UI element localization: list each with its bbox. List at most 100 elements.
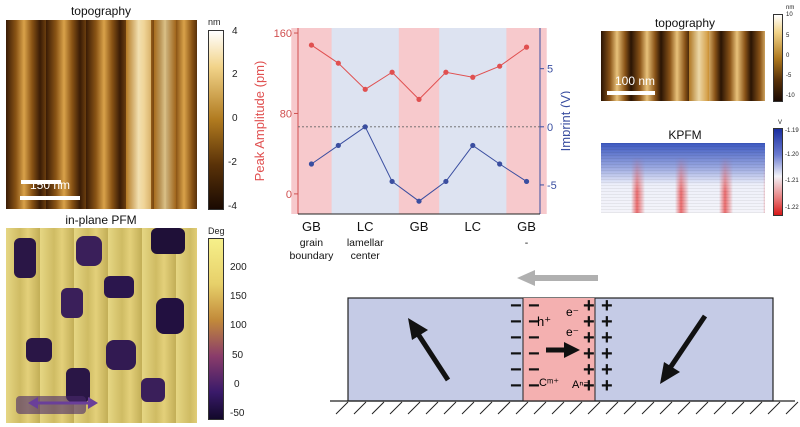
negative-charge: − <box>528 359 540 381</box>
data-point-imprint <box>308 161 315 167</box>
topo-small-tick: -10 <box>786 93 795 99</box>
x-tick-sublabel: center <box>351 250 381 262</box>
topography-large-image: 150 nm <box>6 20 197 209</box>
negative-charge: − <box>528 295 540 317</box>
pfm-tick: 150 <box>230 291 247 302</box>
positive-charge: + <box>601 375 613 397</box>
left-axis-label: Peak Amplitude (pm) <box>252 61 267 182</box>
positive-charge: + <box>583 343 595 365</box>
data-point-imprint <box>335 142 341 149</box>
data-point-imprint <box>389 178 395 185</box>
data-point-imprint <box>523 178 530 185</box>
kpfm-tick: -1.19 <box>785 128 799 134</box>
pfm-colorbar <box>208 238 224 420</box>
left-tick-label: 160 <box>274 28 292 40</box>
topo-small-tick: 5 <box>786 33 790 39</box>
data-point-imprint <box>497 161 503 167</box>
pfm-double-arrow <box>28 397 98 409</box>
kpfm-tick: -1.22 <box>785 205 799 211</box>
topo-small-tick: 10 <box>786 12 793 18</box>
topo-small-title: topography <box>654 16 716 30</box>
topo-small-colorbar <box>773 14 783 102</box>
topo-small-tick: 0 <box>786 53 790 59</box>
topography-small-image: 100 nm <box>601 31 765 101</box>
x-tick-label: GB <box>302 219 321 234</box>
x-tick-label: LC <box>357 219 374 234</box>
positive-charge: + <box>601 327 613 349</box>
data-point-imprint <box>362 124 368 130</box>
topo-small-scalebar <box>607 91 655 95</box>
data-point-amplitude <box>389 69 395 75</box>
pfm-tick: 0 <box>234 379 240 390</box>
negative-charge: − <box>528 327 540 349</box>
left-tick-label: 0 <box>286 189 292 201</box>
data-point-amplitude <box>362 86 368 92</box>
topo-large-tick: 2 <box>232 69 238 80</box>
right-tick-label: 5 <box>547 64 553 76</box>
topo-large-tick: -4 <box>228 201 237 212</box>
positive-charge: + <box>583 327 595 349</box>
data-point-imprint <box>443 178 449 185</box>
data-point-amplitude <box>335 60 341 66</box>
electron-label-2: e⁻ <box>566 325 579 339</box>
x-tick-sublabel: - <box>525 237 529 249</box>
x-tick-sublabel: lamellar <box>347 237 384 249</box>
positive-charge: + <box>601 295 613 317</box>
hole-label: h⁺ <box>537 314 551 329</box>
left-tick-label: 80 <box>280 108 292 120</box>
data-point-amplitude <box>523 44 530 50</box>
topo-large-tick: -2 <box>228 157 237 168</box>
data-point-amplitude <box>497 63 503 69</box>
gb-band <box>398 28 440 214</box>
positive-charge: + <box>583 295 595 317</box>
positive-charge: + <box>583 311 595 333</box>
pfm-title: in-plane PFM <box>65 213 137 227</box>
kpfm-image <box>601 143 765 213</box>
pfm-tick: 50 <box>232 350 244 361</box>
topo-small-cbar-unit: nm <box>786 5 795 11</box>
negative-charge: − <box>510 375 522 397</box>
kpfm-cbar-unit: V <box>778 120 783 126</box>
right-axis-label: Imprint (V) <box>558 91 570 152</box>
topo-large-scalebar <box>20 196 80 200</box>
data-point-amplitude <box>416 96 422 102</box>
topo-large-tick: 0 <box>232 113 238 124</box>
negative-charge: − <box>510 343 522 365</box>
pfm-tick: -50 <box>230 408 245 419</box>
negative-charge: − <box>510 311 522 333</box>
negative-charge: − <box>528 375 540 397</box>
polarization-arrow-right <box>660 314 708 384</box>
data-point-imprint <box>470 142 476 149</box>
data-point-amplitude <box>443 69 449 75</box>
substrate-hatching <box>335 401 799 415</box>
kpfm-tick: -1.21 <box>785 178 799 184</box>
topo-small-scalebar-label: 100 nm <box>614 74 656 88</box>
topo-small-tick: -5 <box>786 73 792 79</box>
electron-label-1: e⁻ <box>566 305 579 319</box>
pfm-tick: 100 <box>230 320 247 331</box>
domain-wall-schematic: − −− −− −− −− −− − + ++ ++ ++ ++ ++ + h⁺ e⁻ e⁻ Cᵐ⁺ A… <box>330 270 799 415</box>
amplitude-imprint-chart: 160 80 0 5 0 -5 Peak Amplitude (pm) Imprint (V)… <box>240 18 573 266</box>
pfm-tick: 200 <box>230 262 247 273</box>
migration-arrow <box>517 270 598 286</box>
topo-large-scalebar-label: 150 nm <box>29 178 71 192</box>
positive-charge: + <box>601 359 613 381</box>
chart-svg: 160 80 0 5 0 -5 Peak Amplitude (pm) Imprint (V)… <box>252 28 573 262</box>
topo-large-tick: 4 <box>232 26 238 37</box>
anion-label: Aⁿ⁻ <box>572 379 589 391</box>
right-tick-label: -5 <box>547 180 557 192</box>
x-tick-sublabel: grain <box>300 237 324 249</box>
x-tick-label: GB <box>517 219 536 234</box>
topo-large-title: topography <box>70 4 132 18</box>
negative-charge: − <box>528 311 540 333</box>
data-point-imprint <box>416 198 422 204</box>
positive-charge: + <box>583 359 595 381</box>
kpfm-title: KPFM <box>668 128 702 142</box>
kpfm-colorbar <box>773 128 783 216</box>
negative-charge: − <box>510 327 522 349</box>
data-point-amplitude <box>308 42 315 48</box>
gb-band <box>506 28 547 214</box>
negative-charge: − <box>528 343 540 365</box>
cation-label: Cᵐ⁺ <box>539 377 559 389</box>
x-tick-label: GB <box>410 219 429 234</box>
